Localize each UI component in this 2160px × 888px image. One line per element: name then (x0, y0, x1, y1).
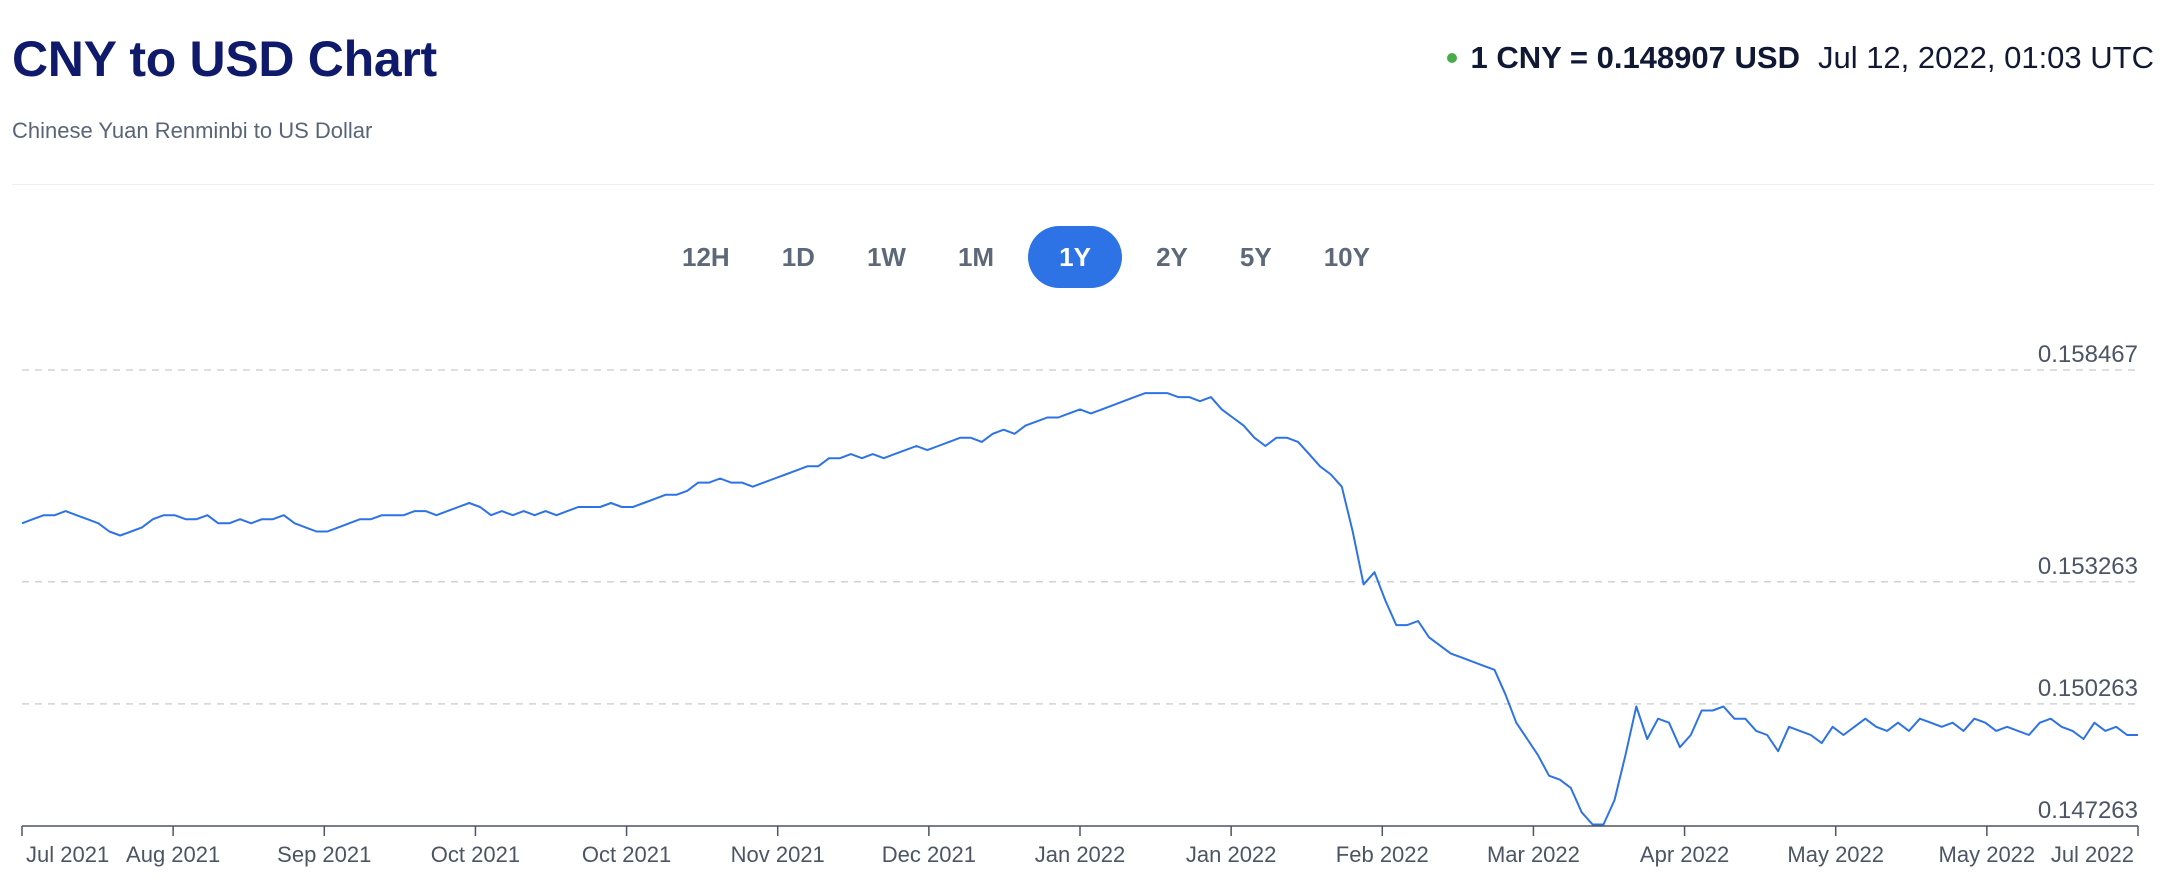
y-tick-label: 0.150263 (2038, 675, 2138, 702)
tab-1w[interactable]: 1W (866, 242, 906, 272)
y-tick-label: 0.153263 (2038, 553, 2138, 580)
tab-2y[interactable]: 2Y (1156, 242, 1188, 272)
rate-line-chart[interactable]: 0.158467 0.153263 0.150263 0.147263 Jul 202… (0, 330, 2160, 888)
header-divider (12, 184, 2154, 185)
rate-timestamp: Jul 12, 2022, 01:03 UTC (1817, 40, 2154, 75)
x-tick-label: Jul 2021 (26, 842, 109, 867)
x-tick-label: May 2022 (1939, 842, 2036, 867)
series-line (21, 392, 2138, 826)
line-layer (21, 392, 2138, 826)
tab-1y[interactable]: 1Y (1028, 226, 1123, 288)
tab-12h[interactable]: 12H (682, 242, 730, 272)
tab-1d[interactable]: 1D (781, 242, 815, 272)
y-tick-label: 0.158467 (2038, 341, 2138, 368)
tab-5y[interactable]: 5Y (1239, 242, 1272, 272)
tab-1m[interactable]: 1M (957, 242, 995, 272)
x-tick-label: Apr 2022 (1640, 842, 1729, 867)
current-rate: 1 CNY = 0.148907 USD Jul 12, 2022, 01:03… (1446, 40, 2154, 76)
grid-layer: 0.158467 0.153263 0.150263 0.147263 (22, 341, 2138, 824)
tab-10y[interactable]: 10Y (1323, 242, 1370, 272)
time-range-tabs: 12H 1D 1W 1M 1Y 2Y 5Y 10Y (664, 226, 1388, 288)
y-tick-label: 0.147263 (2038, 797, 2138, 824)
x-tick-label: Jul 2022 (2051, 842, 2134, 867)
x-tick-label: Oct 2021 (582, 842, 671, 867)
x-tick-label: Sep 2021 (277, 842, 371, 867)
rate-value: 1 CNY = 0.148907 USD (1470, 40, 1800, 75)
x-tick-label: Jan 2022 (1186, 842, 1277, 867)
x-tick-label: Oct 2021 (431, 842, 520, 867)
live-status-dot-icon (1446, 53, 1457, 63)
x-tick-label: May 2022 (1787, 842, 1884, 867)
x-tick-label: Nov 2021 (731, 842, 825, 867)
page-title: CNY to USD Chart (12, 31, 437, 87)
x-tick-label: Mar 2022 (1487, 842, 1580, 867)
x-tick-label: Jan 2022 (1035, 842, 1126, 867)
x-axis: Jul 2021 Aug 2021 Sep 2021 Oct 2021 Oct 2021… (21, 825, 2139, 867)
page-subtitle: Chinese Yuan Renminbi to US Dollar (12, 118, 373, 143)
x-tick-label: Dec 2021 (882, 842, 976, 867)
x-tick-label: Feb 2022 (1336, 842, 1429, 867)
x-tick-label: Aug 2021 (126, 842, 220, 867)
